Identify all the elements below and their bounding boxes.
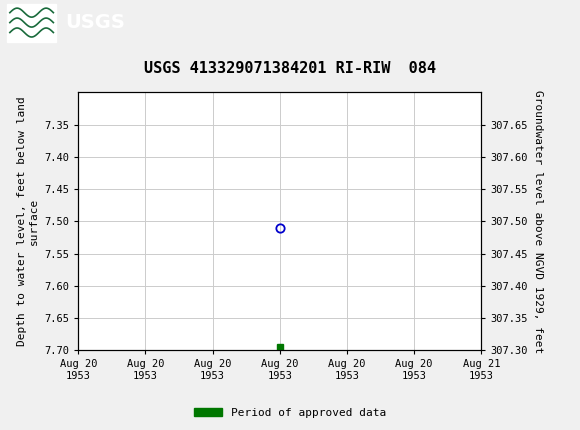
Legend: Period of approved data: Period of approved data — [190, 403, 390, 422]
Text: USGS 413329071384201 RI-RIW  084: USGS 413329071384201 RI-RIW 084 — [144, 61, 436, 76]
FancyBboxPatch shape — [7, 3, 56, 42]
Y-axis label: Depth to water level, feet below land
surface: Depth to water level, feet below land su… — [17, 97, 39, 346]
Text: USGS: USGS — [65, 13, 125, 32]
Y-axis label: Groundwater level above NGVD 1929, feet: Groundwater level above NGVD 1929, feet — [534, 90, 543, 353]
